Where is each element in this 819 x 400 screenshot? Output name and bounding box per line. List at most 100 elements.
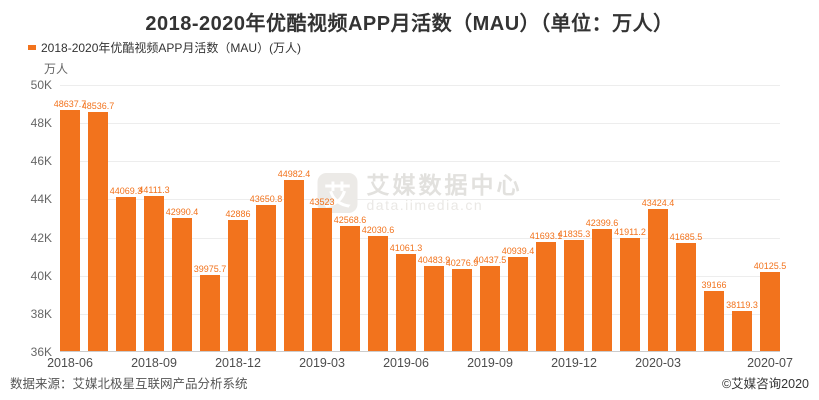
bar-rect[interactable] (760, 272, 780, 351)
bar-rect[interactable] (172, 217, 192, 351)
bar-value-label: 42990.4 (165, 206, 199, 217)
y-axis-tick-label: 42K (30, 230, 52, 245)
bar-value-label: 40276.9 (445, 258, 479, 269)
bar[interactable]: 40125.5 (754, 261, 786, 351)
bar-rect[interactable] (592, 228, 612, 351)
gridline (60, 313, 780, 315)
bar[interactable]: 43650.8 (250, 194, 282, 351)
bar[interactable]: 42399.6 (586, 218, 618, 351)
bar-value-label: 40437.5 (473, 255, 507, 266)
bar-rect[interactable] (508, 256, 528, 351)
bar-value-label: 41685.5 (669, 231, 703, 242)
bar-value-label: 40483.9 (417, 254, 451, 265)
y-axis-tick-label: 46K (30, 154, 52, 169)
bar[interactable]: 40437.5 (474, 255, 506, 351)
bar-rect[interactable] (620, 238, 640, 351)
x-axis-tick-label: 2019-12 (551, 356, 597, 370)
bar[interactable]: 41685.5 (670, 232, 702, 351)
bar-rect[interactable] (256, 205, 276, 351)
bar-value-label: 41835.3 (557, 228, 591, 239)
bar[interactable]: 44982.4 (278, 169, 310, 351)
bar-rect[interactable] (228, 219, 248, 351)
bar-rect[interactable] (564, 239, 584, 351)
bar-rect[interactable] (312, 207, 332, 351)
bar-value-label: 43650.8 (249, 194, 283, 205)
bar[interactable]: 41835.3 (558, 229, 590, 351)
y-axis-tick-label: 38K (30, 306, 52, 321)
bar-rect[interactable] (676, 242, 696, 351)
bar-value-label: 38119.3 (726, 299, 758, 310)
bar-rect[interactable] (88, 111, 108, 351)
bar-value-label: 39975.7 (193, 264, 227, 275)
y-axis-tick-label: 50K (30, 78, 52, 92)
bar[interactable]: 41061.3 (390, 243, 422, 351)
y-axis-tick-label: 44K (30, 192, 52, 207)
bar[interactable]: 42886 (225, 209, 251, 351)
bar-value-label: 42886 (225, 208, 251, 219)
bar-value-label: 44982.4 (277, 168, 311, 179)
bar-value-label: 41061.3 (389, 243, 423, 254)
y-axis-tick-label: 36K (30, 345, 52, 359)
bar-rect[interactable] (704, 290, 724, 351)
bar[interactable]: 44069.3 (110, 186, 142, 351)
gridline (60, 275, 780, 277)
bar-value-label: 48637.7 (53, 98, 87, 109)
bar-rect[interactable] (200, 275, 220, 351)
bar[interactable]: 44111.3 (138, 185, 170, 351)
bar-rect[interactable] (116, 197, 136, 351)
bar-rect[interactable] (732, 310, 752, 351)
bar-rect[interactable] (480, 266, 500, 351)
x-axis-tick-label: 2018-12 (215, 356, 261, 370)
bar-value-label: 41693.1 (529, 231, 563, 242)
x-axis-tick-label: 2020-07 (747, 356, 793, 370)
bar[interactable]: 41693.1 (530, 231, 562, 351)
bar-rect[interactable] (60, 109, 80, 351)
bar-value-label: 48536.7 (81, 100, 115, 111)
x-axis-tick-label: 2019-06 (383, 356, 429, 370)
bar[interactable]: 43523 (309, 197, 335, 351)
bar-value-label: 40125.5 (753, 261, 787, 272)
bar[interactable]: 48536.7 (82, 101, 114, 351)
bar[interactable]: 40939.4 (502, 246, 534, 351)
gridline (60, 85, 780, 86)
gridline (60, 199, 780, 201)
x-axis-tick-label: 2019-03 (299, 356, 345, 370)
bar-rect[interactable] (536, 242, 556, 351)
bar[interactable]: 39975.7 (194, 264, 226, 351)
legend-marker-icon (28, 45, 36, 50)
bar-value-label: 40939.4 (501, 245, 535, 256)
bar[interactable]: 42568.6 (334, 215, 366, 351)
bar-value-label: 39166 (701, 279, 727, 290)
legend-label: 2018-2020年优酷视频APP月活数（MAU）(万人) (41, 41, 302, 55)
bar[interactable]: 41911.2 (614, 227, 646, 351)
bar[interactable]: 42030.6 (362, 225, 394, 351)
bar[interactable]: 39166 (701, 280, 727, 351)
bar-value-label: 44111.3 (138, 185, 170, 196)
bar-rect[interactable] (452, 269, 472, 351)
bar[interactable]: 42990.4 (166, 207, 198, 351)
bar-rect[interactable] (368, 236, 388, 351)
bar[interactable]: 40483.9 (418, 255, 450, 351)
bar-rect[interactable] (284, 179, 304, 351)
bar-value-label: 43523 (309, 196, 335, 207)
copyright-note: ©艾媒咨询2020 (721, 377, 809, 391)
bar[interactable]: 48637.7 (54, 99, 86, 351)
bar-rect[interactable] (396, 254, 416, 351)
bars-container: 48637.7 48536.7 44069.3 44111.3 42990.4 39975… (54, 85, 786, 351)
bar-rect[interactable] (144, 196, 164, 351)
y-axis-unit-label: 万人 (44, 62, 69, 76)
y-axis-tick-label: 40K (30, 268, 52, 283)
bar-rect[interactable] (340, 225, 360, 351)
bar-value-label: 41911.2 (614, 227, 646, 238)
bar-value-label: 44069.3 (109, 186, 143, 197)
bar[interactable]: 40276.9 (446, 258, 478, 351)
legend[interactable]: 2018-2020年优酷视频APP月活数（MAU）(万人) (28, 39, 301, 56)
plot-area: 艾 艾媒数据中心 data.iimedia.cn 48637.7 48536.7 4… (47, 85, 793, 370)
bar-rect[interactable] (424, 265, 444, 351)
bar-rect[interactable] (648, 209, 668, 351)
x-axis-tick-label: 2019-09 (467, 356, 513, 370)
gridline (60, 161, 780, 163)
bar[interactable]: 43424.4 (642, 198, 674, 351)
bar[interactable]: 38119.3 (726, 300, 758, 351)
